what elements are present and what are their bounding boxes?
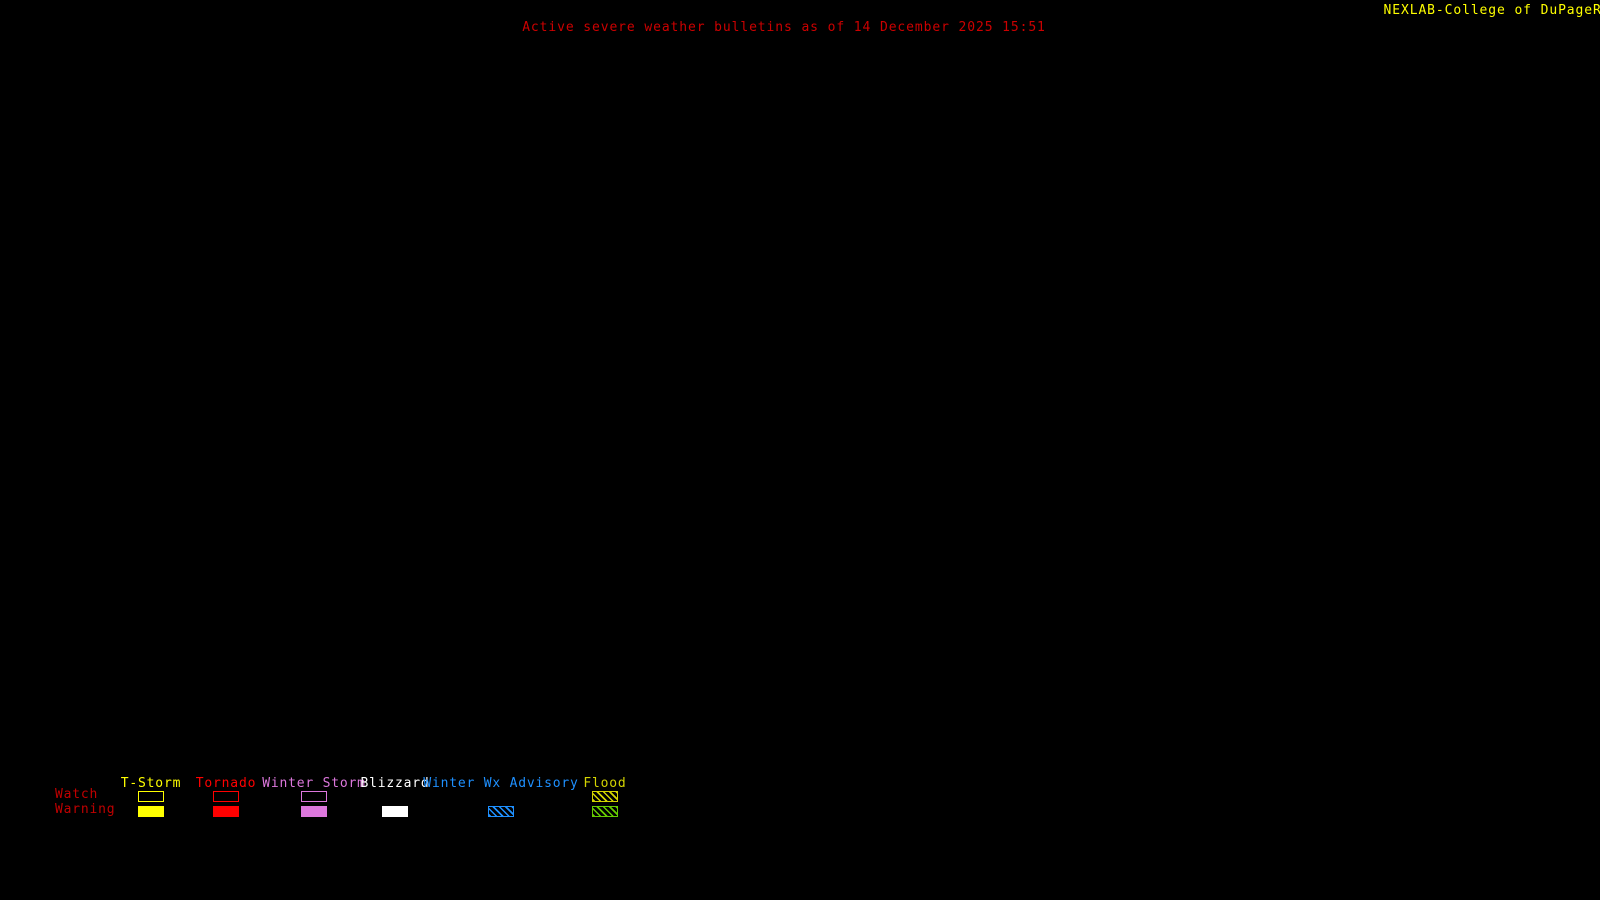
legend-swatch-winter-storm-warning — [301, 806, 327, 817]
legend: Watch Warning T-Storm Tornado Winter Sto… — [0, 774, 700, 834]
map-display-area[interactable] — [0, 44, 1600, 764]
legend-column-blizzard: Blizzard — [352, 774, 438, 834]
legend-swatch-flood-watch — [592, 791, 618, 802]
legend-column-t-storm: T-Storm — [108, 774, 194, 834]
legend-row-label-warning: Warning — [55, 802, 116, 817]
attribution-label: NEXLAB-College of DuPageR — [1384, 3, 1600, 19]
legend-swatch-winter-wx-advisory-warning — [488, 806, 514, 817]
legend-title-tornado: Tornado — [195, 776, 257, 791]
page-title: Active severe weather bulletins as of 14… — [522, 20, 1046, 35]
legend-swatch-winter-storm-watch — [301, 791, 327, 802]
legend-title-blizzard: Blizzard — [360, 776, 430, 791]
legend-swatch-tornado-watch — [213, 791, 239, 802]
legend-column-flood: Flood — [562, 774, 648, 834]
legend-column-tornado: Tornado — [183, 774, 269, 834]
legend-swatch-t-storm-warning — [138, 806, 164, 817]
legend-swatch-flood-warning — [592, 806, 618, 817]
legend-row-label-watch: Watch — [55, 787, 99, 802]
legend-swatch-blizzard-warning — [382, 806, 408, 817]
attribution-text: NEXLAB-College of DuPage — [1383, 3, 1593, 18]
legend-title-t-storm: T-Storm — [120, 776, 182, 791]
legend-title-winter-storm: Winter Storm — [262, 776, 366, 791]
legend-swatch-t-storm-watch — [138, 791, 164, 802]
legend-column-winter-wx-advisory: Winter Wx Advisory — [423, 774, 579, 834]
legend-title-winter-wx-advisory: Winter Wx Advisory — [423, 776, 579, 791]
legend-column-winter-storm: Winter Storm — [254, 774, 374, 834]
legend-swatch-tornado-warning — [213, 806, 239, 817]
attribution-trailing-glyph: R — [1593, 3, 1600, 18]
legend-title-flood: Flood — [583, 776, 627, 791]
